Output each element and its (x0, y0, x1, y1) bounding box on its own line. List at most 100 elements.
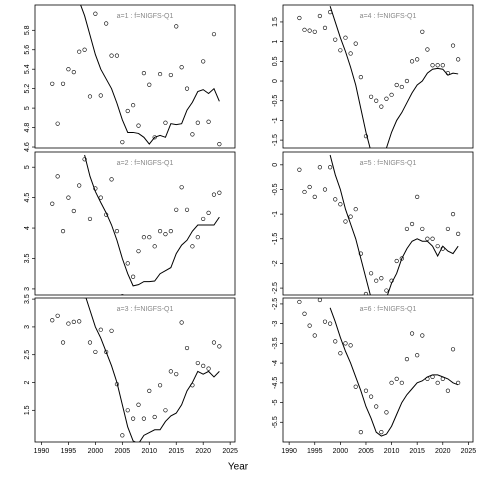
data-point (409, 221, 415, 227)
data-point (87, 94, 93, 99)
data-point (415, 353, 420, 358)
plot-area (50, 298, 222, 442)
data-point (136, 402, 141, 407)
y-tick-label: 2 (24, 380, 31, 384)
data-point (195, 120, 200, 125)
data-point (77, 49, 82, 54)
data-point (348, 214, 353, 219)
data-point (50, 318, 55, 323)
data-point (98, 93, 103, 98)
data-point (109, 177, 114, 182)
data-point (343, 341, 348, 346)
data-point (409, 59, 415, 64)
panel-frame (34, 297, 236, 443)
y-tick-label: 1 (272, 40, 279, 44)
y-tick-label: -1.5 (272, 233, 279, 245)
data-point (83, 298, 86, 299)
y-tick-label: -1 (272, 117, 279, 123)
data-point (147, 388, 152, 393)
data-point (374, 404, 379, 409)
y-tick-label: -4.5 (272, 377, 279, 389)
y-tick-label: 3.5 (24, 294, 31, 304)
data-point (353, 41, 358, 46)
data-point (302, 311, 307, 316)
data-point (168, 369, 173, 374)
data-point (348, 51, 353, 56)
data-point (60, 340, 66, 345)
data-point (420, 333, 425, 338)
y-tick-label: 0 (272, 163, 279, 167)
data-point (98, 195, 103, 200)
data-point (163, 120, 168, 125)
data-point (211, 340, 217, 345)
data-point (409, 331, 415, 336)
data-point (435, 63, 440, 68)
data-point (435, 244, 440, 249)
data-point (217, 190, 222, 195)
data-point (211, 192, 217, 197)
data-point (328, 165, 333, 170)
panel: a=3 : f=NIGFS-Q1 1.5 2 2.5 3 3.5 1990 1995 2000 2… (24, 294, 238, 455)
data-point (420, 29, 425, 34)
data-point (190, 244, 195, 249)
panel-title: a=5 : f=NIGFS-Q1 (360, 160, 417, 167)
data-point (384, 288, 389, 293)
data-point (71, 208, 76, 214)
fit-line (84, 154, 220, 287)
y-tick-label: 3 (24, 325, 31, 329)
data-point (425, 236, 430, 241)
data-point (82, 47, 87, 52)
data-point (322, 25, 328, 30)
data-point (50, 81, 55, 86)
data-point (415, 194, 420, 199)
y-tick-label: -1.5 (272, 134, 279, 146)
data-point (152, 135, 157, 140)
data-point (297, 15, 302, 21)
y-tick-label: -3 (272, 320, 279, 326)
data-point (338, 202, 343, 207)
data-point (77, 183, 82, 188)
y-tick-label: 2.5 (24, 350, 31, 360)
panel-title: a=6 : f=NIGFS-Q1 (360, 306, 417, 313)
data-point (157, 383, 163, 388)
data-point (317, 165, 322, 170)
data-point (358, 74, 363, 80)
data-point (201, 363, 206, 368)
data-point (302, 27, 307, 32)
data-point (60, 81, 66, 86)
data-point (87, 340, 93, 345)
x-tick-label: 2010 (141, 448, 157, 455)
data-point (450, 212, 456, 217)
data-point (206, 210, 211, 215)
y-tick-label: 4.5 (24, 193, 31, 203)
x-tick-label: 1990 (281, 448, 297, 455)
data-point (425, 47, 430, 52)
x-axis-label: Year (228, 462, 249, 473)
y-tick-label: -0.5 (272, 183, 279, 195)
data-point (328, 321, 333, 326)
data-point (184, 345, 190, 351)
data-point (430, 63, 435, 68)
x-tick-label: 1995 (307, 448, 323, 455)
data-point (179, 65, 184, 70)
data-point (104, 349, 109, 355)
data-point (152, 244, 157, 249)
data-point (312, 194, 317, 199)
data-point (60, 229, 66, 234)
y-tick-label: 5.2 (24, 84, 31, 94)
data-point (104, 21, 109, 26)
panel: a=4 : f=NIGFS-Q1 -1.5 -1 -0.5 0 0.5 1 1.5 (272, 4, 474, 149)
data-point (141, 70, 146, 76)
panel: a=1 : f=NIGFS-Q1 4.6 4.8 5 5.2 5.4 5.6 5.8 (24, 4, 236, 152)
y-tick-label: -0.5 (272, 95, 279, 107)
data-point (131, 103, 136, 108)
data-point (136, 249, 141, 254)
plot-area (50, 154, 222, 295)
data-point (368, 394, 374, 399)
x-tick-label: 2000 (333, 448, 349, 455)
data-point (363, 388, 369, 393)
y-tick-label: -5 (272, 399, 279, 405)
panel-frame (34, 4, 236, 149)
data-point (317, 298, 322, 303)
data-point (445, 226, 451, 232)
